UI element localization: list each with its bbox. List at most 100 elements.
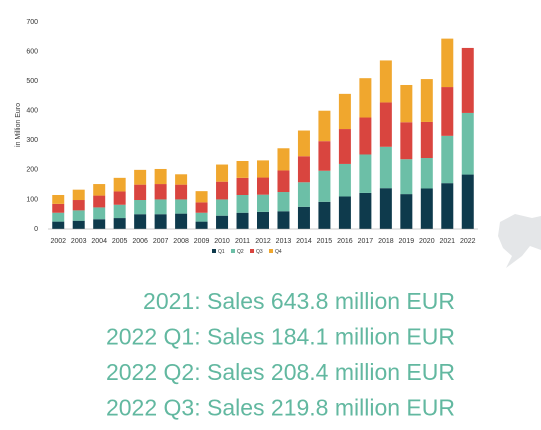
bar-segment bbox=[154, 199, 167, 215]
legend-label: Q3 bbox=[256, 249, 263, 255]
bar-segment bbox=[318, 141, 331, 171]
bar-segment bbox=[216, 199, 229, 216]
legend-swatch bbox=[212, 249, 216, 253]
bar-segment bbox=[461, 174, 474, 229]
x-tick-label: 2013 bbox=[276, 238, 292, 245]
x-tick-label: 2017 bbox=[358, 238, 374, 245]
bar-segment bbox=[441, 38, 454, 88]
bar-segment bbox=[257, 160, 269, 178]
y-tick-label: 300 bbox=[26, 137, 38, 144]
bar-segment bbox=[93, 195, 106, 208]
bar-segment bbox=[338, 93, 351, 130]
bar-segment bbox=[154, 168, 167, 185]
bar-segment bbox=[216, 215, 229, 229]
annotation: 2022 Q1: Sales 184.1 million EUR bbox=[106, 324, 455, 350]
y-tick-label: 700 bbox=[26, 19, 38, 26]
bar-segment bbox=[379, 146, 392, 189]
bar-segment bbox=[72, 200, 85, 211]
bar-segment bbox=[338, 196, 351, 229]
map-shape bbox=[498, 214, 541, 268]
legend-label: Q2 bbox=[237, 249, 244, 255]
bar-segment bbox=[338, 129, 351, 164]
bar-segment bbox=[236, 160, 249, 178]
bar-segment bbox=[420, 158, 433, 189]
bar-segment bbox=[461, 112, 474, 175]
bar-segment bbox=[277, 211, 290, 229]
x-tick-label: 2012 bbox=[255, 238, 271, 245]
bar-segment bbox=[134, 214, 147, 229]
bar-segment bbox=[297, 130, 310, 157]
bar-segment bbox=[52, 212, 65, 222]
bar-segment bbox=[93, 184, 106, 196]
x-tick-label: 2011 bbox=[235, 238, 250, 245]
bar-segment bbox=[400, 122, 413, 160]
bar-segment bbox=[175, 174, 188, 185]
bar-segment bbox=[72, 210, 85, 221]
bar-segment bbox=[277, 192, 290, 212]
bar-segment bbox=[195, 221, 208, 229]
bar-segment bbox=[277, 170, 290, 193]
x-tick-label: 2004 bbox=[91, 238, 107, 245]
annotation: 2022 Q3: Sales 219.8 million EUR bbox=[106, 395, 455, 421]
y-tick-label: 400 bbox=[26, 108, 38, 115]
bar-segment bbox=[441, 183, 454, 229]
x-tick-label: 2015 bbox=[317, 238, 333, 245]
y-tick-label: 200 bbox=[26, 167, 38, 174]
x-tick-label: 2005 bbox=[112, 238, 128, 245]
x-tick-label: 2021 bbox=[439, 238, 455, 245]
bar-segment bbox=[195, 202, 208, 213]
x-tick-label: 2008 bbox=[173, 238, 189, 245]
annotation: 2022 Q2: Sales 208.4 million EUR bbox=[106, 359, 455, 385]
bar-segment bbox=[236, 194, 249, 213]
legend-swatch bbox=[231, 249, 235, 253]
bar-segment bbox=[134, 200, 147, 215]
bar-segment bbox=[216, 181, 229, 200]
x-tick-label: 2007 bbox=[153, 238, 169, 245]
bar-segment bbox=[359, 78, 372, 118]
bar-segment bbox=[134, 184, 147, 201]
bar-segment bbox=[93, 207, 106, 220]
x-tick-label: 2010 bbox=[214, 238, 230, 245]
bar-segment bbox=[72, 189, 85, 201]
legend-swatch bbox=[250, 249, 254, 253]
bar-segment bbox=[441, 87, 454, 136]
bar-segment bbox=[461, 47, 474, 113]
bar-segment bbox=[318, 170, 331, 202]
bar-segment bbox=[277, 148, 290, 171]
x-tick-label: 2019 bbox=[399, 238, 415, 245]
bar-segment bbox=[93, 219, 106, 229]
y-tick-label: 600 bbox=[26, 48, 38, 55]
bar-segment bbox=[113, 204, 126, 219]
x-tick-label: 2018 bbox=[378, 238, 394, 245]
bar-segment bbox=[52, 203, 65, 213]
x-tick-label: 2002 bbox=[50, 238, 66, 245]
y-tick-label: 100 bbox=[26, 196, 38, 203]
bar-segment bbox=[379, 60, 392, 103]
bar-segment bbox=[420, 188, 433, 229]
bar-segment bbox=[379, 102, 392, 147]
bar-segment bbox=[400, 84, 413, 123]
bar-segment bbox=[216, 164, 229, 182]
x-tick-label: 2016 bbox=[337, 238, 353, 245]
bar-segment bbox=[175, 213, 188, 229]
bar-segment bbox=[257, 177, 269, 195]
bar-segment bbox=[400, 159, 413, 195]
bar-segment bbox=[113, 191, 126, 205]
y-axis-label: in Million Euro bbox=[15, 103, 22, 147]
bar-segment bbox=[400, 194, 413, 229]
bar-segment bbox=[236, 177, 249, 195]
legend-swatch bbox=[269, 249, 273, 253]
bar-segment bbox=[338, 163, 351, 197]
bar-segment bbox=[318, 201, 331, 229]
bar-segment bbox=[154, 214, 167, 229]
bar-segment bbox=[420, 79, 433, 122]
bar-segment bbox=[175, 199, 188, 214]
bar-segment bbox=[257, 211, 269, 229]
legend-label: Q1 bbox=[218, 249, 225, 255]
bar-segment bbox=[236, 212, 249, 229]
x-tick-label: 2003 bbox=[71, 238, 87, 245]
bar-segment bbox=[257, 194, 269, 212]
bar-segment bbox=[297, 156, 310, 183]
bar-segment bbox=[441, 135, 454, 184]
